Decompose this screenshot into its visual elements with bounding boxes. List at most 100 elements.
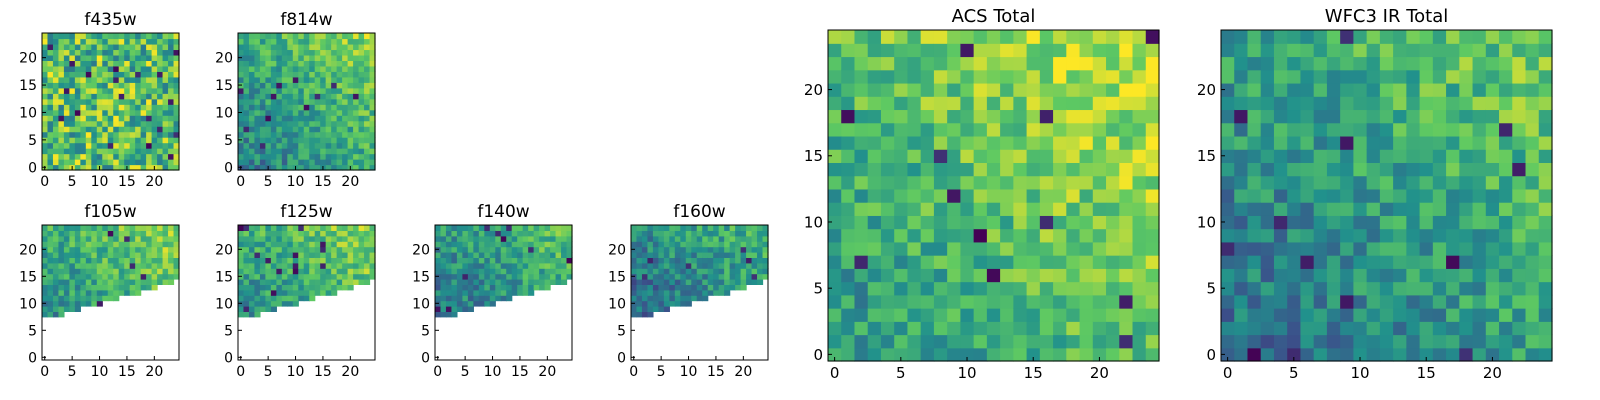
heatmap-cell xyxy=(1499,281,1513,296)
heatmap-cell xyxy=(314,153,321,160)
heatmap-cell xyxy=(973,294,988,309)
heatmap-cell xyxy=(636,235,643,242)
heatmap-cell xyxy=(129,131,136,138)
heatmap-cell xyxy=(1353,294,1368,309)
heatmap-cell xyxy=(691,235,698,242)
heatmap-cell xyxy=(440,284,447,291)
heatmap-cell xyxy=(265,65,272,72)
heatmap-cell xyxy=(1247,69,1262,84)
heatmap-cell xyxy=(1287,308,1302,322)
y-tick-label: 10 xyxy=(608,296,626,312)
heatmap-cell xyxy=(168,76,175,83)
heatmap-cell xyxy=(52,230,60,237)
heatmap-cell xyxy=(561,252,568,258)
heatmap-cell xyxy=(517,262,524,269)
heatmap-cell xyxy=(762,241,769,248)
heatmap-cell xyxy=(118,257,125,264)
heatmap-cell xyxy=(58,109,65,116)
heatmap-cell xyxy=(347,126,354,133)
axes-frame xyxy=(41,224,180,361)
heatmap-cell xyxy=(1145,228,1160,243)
heatmap-cell xyxy=(933,135,948,150)
heatmap-cell xyxy=(1340,109,1354,124)
heatmap-cell xyxy=(647,257,654,264)
heatmap-cell xyxy=(42,241,49,248)
heatmap-cell xyxy=(91,268,98,275)
heatmap-cell xyxy=(880,135,895,150)
heatmap-cell xyxy=(353,43,360,51)
heatmap-cell xyxy=(281,93,288,100)
heatmap-cell xyxy=(1287,294,1302,309)
heatmap-cell xyxy=(243,252,250,258)
heatmap-cell xyxy=(1366,294,1381,309)
heatmap-cell xyxy=(47,87,54,94)
heatmap-cell xyxy=(336,49,343,56)
x-tick-label: 15 xyxy=(314,174,332,190)
heatmap-cell xyxy=(489,246,496,253)
heatmap-cell xyxy=(42,235,49,242)
heatmap-cell xyxy=(1119,56,1134,71)
heatmap-cell xyxy=(146,82,153,89)
heatmap-cell xyxy=(1393,294,1407,309)
heatmap-cell xyxy=(314,131,321,138)
heatmap-cell xyxy=(484,252,491,258)
heatmap-cell xyxy=(248,257,256,264)
heatmap-cell xyxy=(652,300,659,307)
heatmap-cell xyxy=(1039,255,1054,269)
heatmap-cell xyxy=(1132,135,1147,150)
heatmap-cell xyxy=(309,268,316,275)
heatmap-cell xyxy=(254,257,261,264)
heatmap-cell xyxy=(157,54,164,61)
heatmap-cell xyxy=(336,98,343,105)
heatmap-cell xyxy=(157,87,164,94)
heatmap-cell xyxy=(259,300,266,307)
heatmap-cell xyxy=(151,65,158,72)
heatmap-cell xyxy=(113,109,120,116)
heatmap-cell xyxy=(1145,56,1160,71)
heatmap-cell xyxy=(1106,69,1120,84)
heatmap-cell xyxy=(1106,321,1120,336)
heatmap-cell xyxy=(1432,109,1447,124)
heatmap-cell xyxy=(259,38,266,45)
heatmap-cell xyxy=(1234,109,1249,124)
heatmap-cell xyxy=(1393,215,1407,230)
heatmap-cell xyxy=(631,284,638,291)
heatmap-cell xyxy=(58,71,65,78)
heatmap-cell xyxy=(1326,56,1341,71)
heatmap-cell xyxy=(85,115,92,122)
heatmap-cell xyxy=(52,115,60,122)
heatmap-cell xyxy=(124,235,131,242)
heatmap-cell xyxy=(369,241,376,248)
heatmap-cell xyxy=(80,142,87,149)
heatmap-cell xyxy=(287,54,294,61)
heatmap-cell xyxy=(641,225,649,231)
heatmap-cell xyxy=(146,137,153,144)
heatmap-cell xyxy=(369,230,376,237)
heatmap-cell xyxy=(1393,135,1407,150)
heatmap-cell xyxy=(173,137,180,144)
heatmap-cell xyxy=(292,300,299,307)
heatmap-cell xyxy=(1066,334,1081,349)
heatmap-cell xyxy=(69,241,76,248)
heatmap-cell xyxy=(369,148,376,155)
heatmap-cell xyxy=(456,268,463,275)
heatmap-cell xyxy=(168,235,175,242)
heatmap-cell xyxy=(113,273,120,280)
heatmap-cell xyxy=(80,38,87,45)
heatmap-cell xyxy=(309,33,316,40)
heatmap-cell xyxy=(641,241,649,248)
heatmap-cell xyxy=(248,76,256,83)
heatmap-cell xyxy=(113,148,120,155)
heatmap-cell xyxy=(118,268,125,275)
heatmap-cell xyxy=(151,87,158,94)
heatmap-cell xyxy=(157,164,164,171)
heatmap-cell xyxy=(669,289,676,296)
heatmap-cell xyxy=(663,295,670,302)
heatmap-cell xyxy=(762,235,769,242)
heatmap-cell xyxy=(707,257,714,264)
heatmap-cell xyxy=(566,268,573,275)
heatmap-cell xyxy=(146,43,153,51)
heatmap-cell xyxy=(1053,135,1067,150)
heatmap-cell xyxy=(276,109,283,116)
heatmap-cell xyxy=(298,82,305,89)
